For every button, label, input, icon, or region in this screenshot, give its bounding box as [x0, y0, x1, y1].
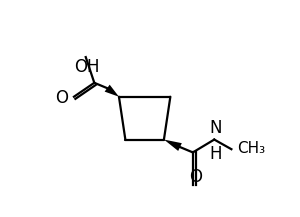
- Text: OH: OH: [74, 58, 99, 76]
- Polygon shape: [164, 140, 182, 151]
- Text: O: O: [56, 89, 69, 107]
- Text: O: O: [189, 168, 202, 186]
- Text: N: N: [209, 119, 222, 137]
- Polygon shape: [105, 85, 119, 97]
- Text: H: H: [209, 145, 222, 163]
- Text: CH₃: CH₃: [237, 141, 265, 156]
